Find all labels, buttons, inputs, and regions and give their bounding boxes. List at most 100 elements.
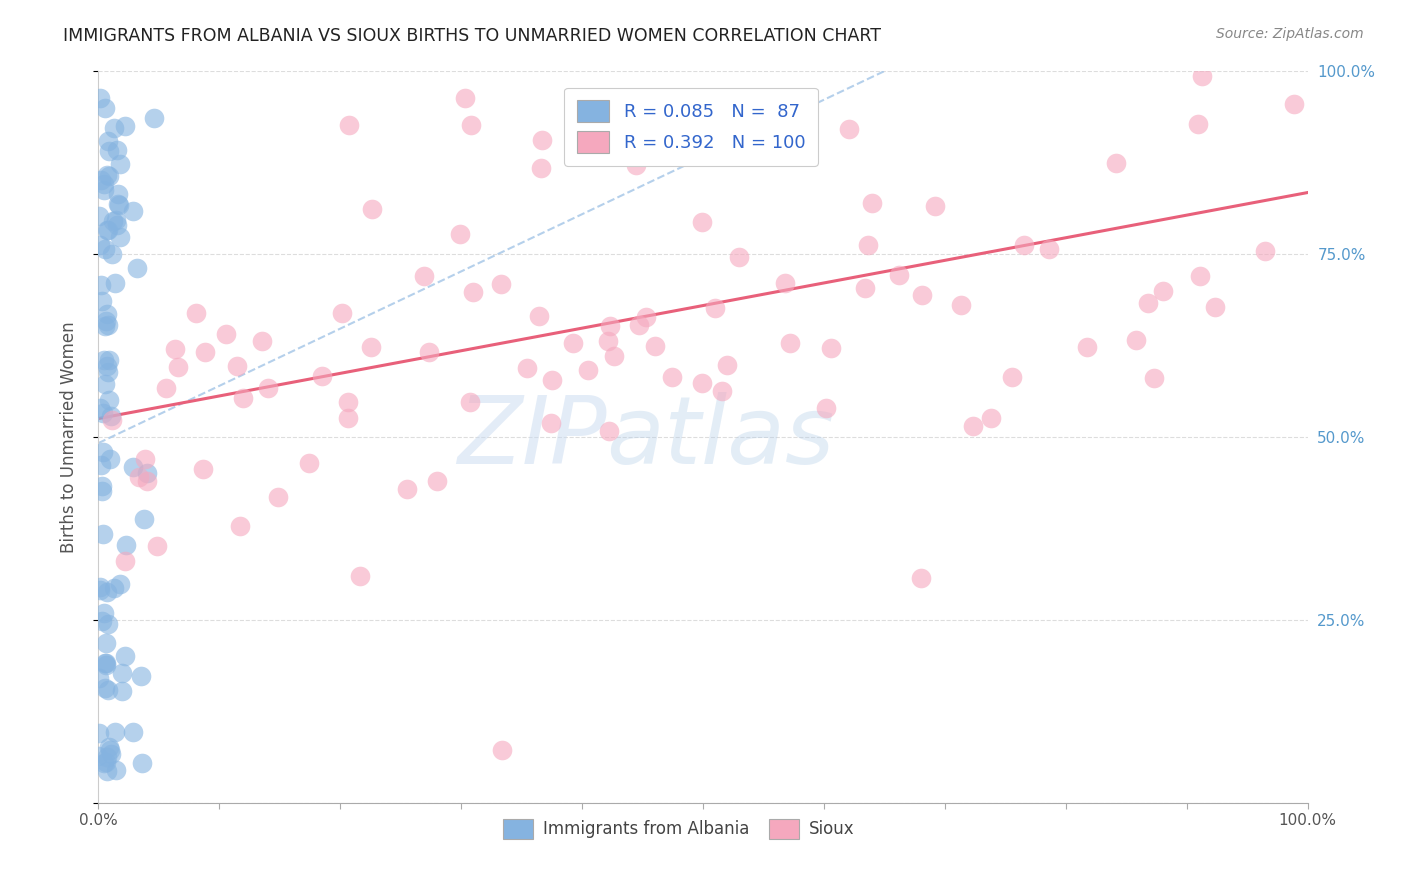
Text: IMMIGRANTS FROM ALBANIA VS SIOUX BIRTHS TO UNMARRIED WOMEN CORRELATION CHART: IMMIGRANTS FROM ALBANIA VS SIOUX BIRTHS …	[63, 27, 882, 45]
Point	[104, 276, 127, 290]
Point	[194, 345, 217, 359]
Point	[94, 681, 117, 695]
Point	[90, 458, 112, 472]
Point	[858, 238, 880, 252]
Point	[90, 173, 112, 187]
Point	[101, 214, 124, 228]
Point	[527, 309, 550, 323]
Point	[661, 370, 683, 384]
Point	[460, 118, 482, 132]
Point	[1076, 340, 1098, 354]
Point	[93, 102, 115, 116]
Point	[184, 306, 207, 320]
Point	[97, 134, 120, 148]
Point	[89, 580, 111, 594]
Point	[1125, 334, 1147, 348]
Point	[110, 157, 132, 171]
Point	[454, 91, 477, 105]
Point	[889, 268, 911, 282]
Legend: Immigrants from Albania, Sioux: Immigrants from Albania, Sioux	[496, 812, 862, 846]
Point	[100, 747, 122, 761]
Point	[97, 169, 120, 183]
Point	[97, 683, 120, 698]
Point	[87, 209, 110, 223]
Point	[860, 195, 883, 210]
Point	[101, 413, 124, 427]
Point	[562, 336, 585, 351]
Point	[89, 238, 111, 252]
Point	[98, 352, 121, 367]
Point	[93, 177, 115, 191]
Point	[950, 298, 973, 312]
Point	[690, 214, 713, 228]
Point	[710, 384, 733, 398]
Point	[748, 97, 770, 112]
Point	[349, 568, 371, 582]
Point	[651, 124, 673, 138]
Point	[104, 725, 127, 739]
Point	[89, 671, 111, 685]
Point	[627, 318, 650, 333]
Point	[93, 756, 115, 771]
Point	[121, 459, 143, 474]
Point	[256, 381, 278, 395]
Point	[91, 445, 114, 459]
Point	[94, 656, 117, 670]
Point	[96, 223, 118, 237]
Text: Source: ZipAtlas.com: Source: ZipAtlas.com	[1216, 27, 1364, 41]
Point	[634, 310, 657, 325]
Point	[336, 394, 359, 409]
Point	[136, 474, 159, 488]
Point	[103, 581, 125, 595]
Point	[93, 353, 115, 368]
Point	[1282, 97, 1305, 112]
Point	[232, 391, 254, 405]
Point	[166, 360, 188, 375]
Point	[412, 269, 434, 284]
Point	[1152, 285, 1174, 299]
Point	[142, 112, 165, 126]
Point	[1001, 370, 1024, 384]
Point	[1189, 269, 1212, 284]
Point	[96, 755, 118, 769]
Point	[603, 349, 626, 363]
Point	[100, 247, 122, 261]
Point	[737, 128, 759, 143]
Point	[576, 362, 599, 376]
Point	[1187, 50, 1209, 64]
Point	[626, 158, 648, 172]
Point	[97, 223, 120, 237]
Point	[98, 739, 121, 754]
Point	[114, 554, 136, 568]
Point	[980, 411, 1002, 425]
Point	[128, 469, 150, 483]
Point	[114, 119, 136, 133]
Point	[96, 169, 118, 183]
Point	[96, 307, 118, 321]
Point	[311, 368, 333, 383]
Point	[337, 118, 360, 132]
Text: ZIP: ZIP	[457, 392, 606, 483]
Point	[134, 452, 156, 467]
Point	[395, 483, 418, 497]
Point	[692, 376, 714, 390]
Point	[1137, 295, 1160, 310]
Point	[516, 360, 538, 375]
Point	[97, 616, 120, 631]
Point	[132, 511, 155, 525]
Point	[838, 122, 860, 136]
Point	[146, 539, 169, 553]
Point	[820, 341, 842, 355]
Point	[127, 261, 149, 276]
Point	[96, 584, 118, 599]
Point	[581, 50, 603, 64]
Point	[89, 583, 111, 598]
Point	[779, 335, 801, 350]
Point	[107, 186, 129, 201]
Point	[773, 276, 796, 290]
Text: atlas: atlas	[606, 392, 835, 483]
Point	[97, 365, 120, 379]
Point	[111, 665, 134, 680]
Point	[94, 636, 117, 650]
Point	[644, 339, 666, 353]
